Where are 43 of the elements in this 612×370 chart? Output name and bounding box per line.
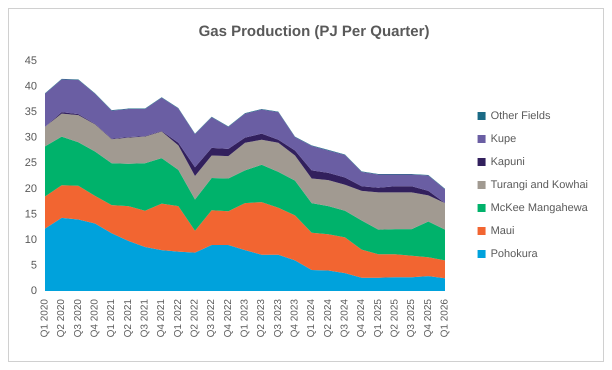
x-tick-label: Q1 2023 [240, 298, 250, 338]
y-tick-label: 45 [24, 55, 37, 67]
y-tick-label: 15 [24, 208, 37, 220]
x-tick-label: Q1 2020 [40, 298, 50, 338]
y-tick-label: 10 [24, 234, 37, 246]
x-tick-label: Q2 2025 [390, 298, 400, 338]
x-tick-label: Q1 2022 [172, 298, 184, 338]
legend-label: Kupe [490, 133, 516, 145]
x-tick-label: Q4 2025 [422, 298, 434, 338]
x-tick-label: Q3 2020 [72, 298, 84, 338]
x-tick-label: Q3 2025 [406, 298, 418, 338]
x-tick-label: Q4 2022 [222, 298, 234, 338]
x-tick-label: Q2 2023 [256, 298, 268, 338]
y-tick-label: 25 [24, 157, 37, 170]
x-tick-label: Q3 2023 [272, 298, 284, 338]
x-tick-label: Q2 2022 [190, 298, 200, 338]
legend-label: Turangi and Kowhai [490, 179, 588, 191]
y-tick-label: 30 [24, 132, 37, 144]
x-tick-label: Q3 2022 [206, 298, 218, 338]
x-tick-label: Q3 2024 [340, 298, 350, 338]
y-tick-label: 35 [24, 106, 37, 118]
legend-label: McKee Mangahewa [490, 202, 589, 214]
x-tick-label: Q4 2020 [90, 298, 100, 338]
legend-label: Kapuni [490, 156, 525, 168]
y-tick-label: 40 [24, 80, 37, 93]
legend-label: Maui [490, 225, 514, 237]
x-tick-label: Q1 2021 [106, 298, 118, 338]
x-tick-label: Q3 2021 [140, 298, 150, 338]
legend-label: Other Fields [490, 110, 551, 122]
x-tick-label: Q2 2020 [56, 298, 68, 338]
x-tick-label: Q1 2026 [440, 298, 450, 338]
y-tick-label: 0 [30, 285, 37, 297]
y-tick-label: 20 [24, 182, 37, 195]
x-tick-label: Q2 2021 [122, 298, 134, 338]
x-tick-label: Q4 2023 [290, 298, 300, 338]
y-tick-label: 5 [30, 259, 37, 272]
chart-title: Gas Production (PJ Per Quarter) [198, 23, 430, 40]
x-tick-label: Q1 2024 [306, 298, 318, 338]
x-tick-label: Q4 2021 [156, 298, 168, 338]
x-tick-label: Q4 2024 [356, 298, 368, 338]
x-tick-label: Q2 2024 [322, 298, 334, 338]
legend-label: Pohokura [490, 248, 539, 260]
x-tick-label: Q1 2025 [372, 298, 384, 338]
